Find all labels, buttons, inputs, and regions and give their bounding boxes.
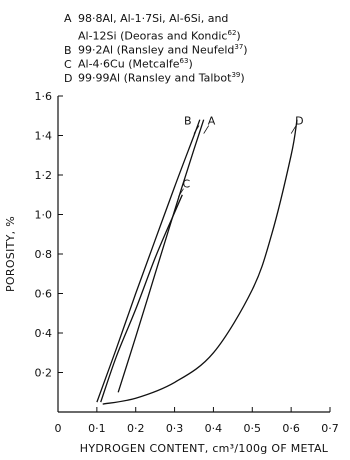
series-line-c — [100, 194, 183, 403]
legend-text: ) — [243, 43, 248, 57]
legend-reference: 62 — [227, 29, 237, 37]
legend-text: Al-12Si (Deoras and Kondic — [78, 29, 228, 43]
x-tick-label: 0·4 — [205, 422, 223, 435]
legend-key: D — [64, 71, 73, 85]
x-tick-label: 0·6 — [282, 422, 300, 435]
y-tick-label: 0·8 — [35, 248, 53, 261]
curve-label-leader — [290, 125, 297, 134]
x-axis-title: HYDROGEN CONTENT, cm³/100g OF METAL — [80, 442, 329, 455]
y-tick-label: 1·6 — [35, 90, 53, 103]
x-tick-label: 0·1 — [88, 422, 106, 435]
y-tick-label: 0·6 — [35, 288, 53, 301]
curve-label-leader — [178, 188, 184, 197]
legend-text: Al-4·6Cu (Metcalfe — [78, 57, 180, 71]
legend-reference: 37 — [234, 43, 244, 51]
legend-key: C — [64, 57, 72, 71]
y-tick-label: 1·2 — [35, 169, 53, 182]
x-tick-label: 0 — [55, 422, 62, 435]
x-tick-label: 0·3 — [166, 422, 184, 435]
legend-entry: D 99·99Al (Ransley and Talbot39) — [64, 68, 245, 86]
x-tick-label: 0·5 — [244, 422, 262, 435]
series-line-a — [117, 119, 205, 393]
axes: 0·2 0·4 0·6 0·8 1·0 1·2 1·4 1·6 0 0·1 0·2 0·3 0·4 0·5… — [35, 90, 339, 435]
y-axis-title: POROSITY, % — [4, 216, 17, 292]
legend-reference: 39 — [231, 71, 241, 79]
y-tick-label: 0·2 — [35, 367, 53, 380]
y-tick-label: 1·0 — [35, 209, 53, 222]
legend-text: ) — [188, 57, 193, 71]
legend-text: 98·8Al, Al-1·7Si, Al-6Si, and — [78, 12, 229, 25]
curve-label-leader — [203, 125, 210, 134]
curve-label-b: B — [184, 115, 192, 128]
curve-label-a: A — [208, 115, 216, 128]
curve-labels: A B C D — [178, 115, 304, 197]
legend-entry: A 98·8Al, Al-1·7Si, Al-6Si, and — [64, 12, 228, 26]
legend-text: 99·99Al (Ransley and Talbot — [78, 71, 232, 85]
legend-text: 99·2Al (Ransley and Neufeld — [78, 43, 235, 57]
legend-entry: Al-12Si (Deoras and Kondic62) — [64, 26, 241, 44]
curve-label-leader — [193, 125, 200, 134]
curve-label-c: C — [182, 178, 190, 191]
legend-key: B — [64, 43, 72, 57]
legend-entry: B 99·2Al (Ransley and Neufeld37) — [64, 40, 248, 58]
curve-label-d: D — [295, 115, 303, 128]
legend-entry: C Al-4·6Cu (Metcalfe63) — [64, 54, 193, 72]
legend-key: A — [64, 12, 72, 25]
series-layer — [96, 119, 298, 405]
x-tick-label: 0·7 — [321, 422, 339, 435]
legend-text: ) — [240, 71, 245, 85]
x-tick-label: 0·2 — [127, 422, 145, 435]
legend-reference: 63 — [179, 57, 189, 65]
y-tick-label: 0·4 — [35, 327, 53, 340]
legend-text: ) — [236, 29, 241, 43]
y-tick-label: 1·4 — [35, 130, 53, 143]
series-line-d — [102, 119, 298, 405]
series-line-b — [96, 119, 201, 403]
